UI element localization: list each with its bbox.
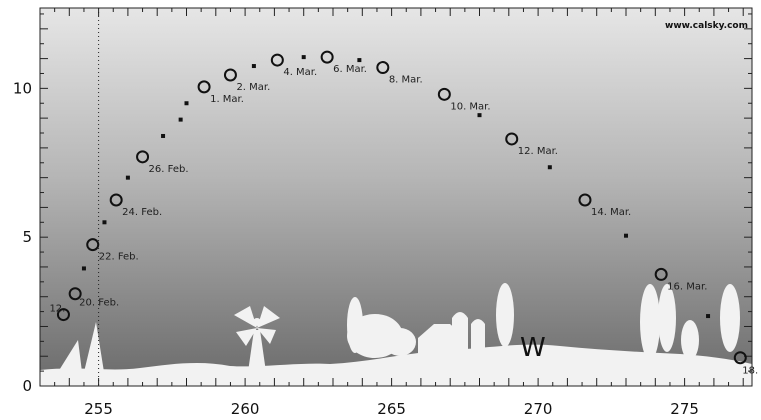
position-marker bbox=[270, 53, 284, 67]
y-tick-label: 10 bbox=[13, 79, 32, 97]
axis-frame bbox=[39, 7, 753, 387]
y-tick-label: 0 bbox=[22, 377, 32, 395]
y-tick-label: 5 bbox=[22, 228, 32, 246]
dot-marker bbox=[547, 165, 552, 170]
dot-marker bbox=[251, 64, 256, 69]
dot-marker bbox=[161, 133, 166, 138]
date-label: 16. Mar. bbox=[667, 281, 707, 292]
date-label: 26. Feb. bbox=[149, 164, 189, 175]
horizon-silhouette bbox=[40, 283, 752, 386]
position-marker bbox=[86, 238, 100, 252]
dot-marker bbox=[624, 233, 629, 238]
position-marker bbox=[733, 351, 747, 365]
position-marker bbox=[578, 193, 592, 207]
x-tick-label: 255 bbox=[84, 400, 113, 418]
direction-label: W bbox=[520, 333, 546, 363]
date-label: 12. bbox=[49, 304, 65, 315]
x-tick-label: 260 bbox=[231, 400, 260, 418]
credit-label: www.calsky.com bbox=[665, 21, 748, 31]
position-marker bbox=[437, 87, 451, 101]
dot-marker bbox=[81, 266, 86, 271]
dot-marker bbox=[301, 55, 306, 60]
date-label: 4. Mar. bbox=[283, 67, 317, 78]
x-tick-label: 270 bbox=[524, 400, 553, 418]
dot-marker bbox=[706, 314, 711, 319]
date-label: 18. bbox=[742, 366, 758, 377]
date-label: 2. Mar. bbox=[236, 82, 270, 93]
position-marker bbox=[654, 267, 668, 281]
dot-marker bbox=[184, 101, 189, 106]
position-marker bbox=[56, 308, 70, 322]
dot-marker bbox=[477, 113, 482, 118]
date-label: 22. Feb. bbox=[99, 252, 139, 263]
position-marker bbox=[109, 193, 123, 207]
date-label: 12. Mar. bbox=[518, 146, 558, 157]
position-marker bbox=[320, 50, 334, 64]
position-marker bbox=[505, 132, 519, 146]
position-marker bbox=[197, 80, 211, 94]
position-marker bbox=[136, 150, 150, 164]
dot-marker bbox=[357, 58, 362, 63]
dot-marker bbox=[178, 117, 183, 122]
dot-marker bbox=[102, 220, 107, 225]
date-label: 6. Mar. bbox=[333, 64, 367, 75]
date-label: 20. Feb. bbox=[79, 298, 119, 309]
date-label: 8. Mar. bbox=[389, 75, 423, 86]
date-label: 1. Mar. bbox=[210, 94, 244, 105]
position-marker bbox=[223, 68, 237, 82]
x-tick-label: 265 bbox=[377, 400, 406, 418]
x-tick-label: 275 bbox=[670, 400, 699, 418]
position-marker bbox=[376, 61, 390, 75]
date-label: 24. Feb. bbox=[122, 207, 162, 218]
position-marker bbox=[68, 287, 82, 301]
date-label: 10. Mar. bbox=[450, 101, 490, 112]
date-label: 14. Mar. bbox=[591, 207, 631, 218]
dot-marker bbox=[125, 175, 130, 180]
